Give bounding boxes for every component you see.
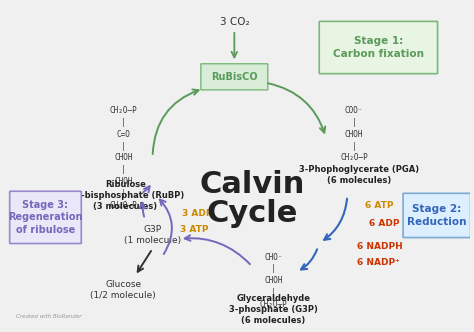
Text: 3 ATP: 3 ATP: [180, 224, 208, 234]
Text: Created with BioRender: Created with BioRender: [16, 314, 82, 319]
Text: 6 ATP: 6 ATP: [365, 201, 393, 210]
FancyBboxPatch shape: [403, 193, 471, 237]
Text: Stage 1:
Carbon fixation: Stage 1: Carbon fixation: [333, 36, 424, 59]
Text: Cycle: Cycle: [206, 199, 298, 228]
Text: CHO⁻
|
CHOH
|
CH₂O—P: CHO⁻ | CHOH | CH₂O—P: [259, 253, 287, 309]
Text: 3 CO₂: 3 CO₂: [219, 17, 249, 27]
Text: 3-Phophoglycerate (PGA)
(6 molecules): 3-Phophoglycerate (PGA) (6 molecules): [299, 165, 419, 185]
Text: CH₂O—P
|
C=O
|
CHOH
|
CHOH
|
CH₂O—P: CH₂O—P | C=O | CHOH | CHOH | CH₂O—P: [109, 106, 137, 209]
Text: 6 ADP: 6 ADP: [369, 219, 399, 228]
Text: Stage 3:
Regeneration
of ribulose: Stage 3: Regeneration of ribulose: [8, 200, 83, 235]
Text: Stage 2:
Reduction: Stage 2: Reduction: [407, 204, 466, 227]
Text: COO⁻
|
CHOH
|
CH₂O—P: COO⁻ | CHOH | CH₂O—P: [340, 106, 368, 162]
Text: 6 NADPH: 6 NADPH: [357, 242, 403, 251]
FancyBboxPatch shape: [9, 191, 81, 243]
Text: 6 NADP⁺: 6 NADP⁺: [357, 258, 400, 267]
Text: Glyceraldehyde
3-phosphate (G3P)
(6 molecules): Glyceraldehyde 3-phosphate (G3P) (6 mole…: [229, 293, 318, 325]
Text: Calvin: Calvin: [199, 170, 304, 199]
FancyBboxPatch shape: [319, 21, 438, 74]
Text: Ribulose
1,5-bisphosphate (RuBP)
(3 molecules): Ribulose 1,5-bisphosphate (RuBP) (3 mole…: [66, 180, 184, 211]
FancyBboxPatch shape: [201, 64, 268, 90]
Text: 3 ADP: 3 ADP: [182, 209, 212, 218]
Text: G3P
(1 molecule): G3P (1 molecule): [124, 225, 181, 245]
Text: Glucose
(1/2 molecule): Glucose (1/2 molecule): [91, 280, 156, 300]
Text: RuBisCO: RuBisCO: [211, 72, 258, 82]
